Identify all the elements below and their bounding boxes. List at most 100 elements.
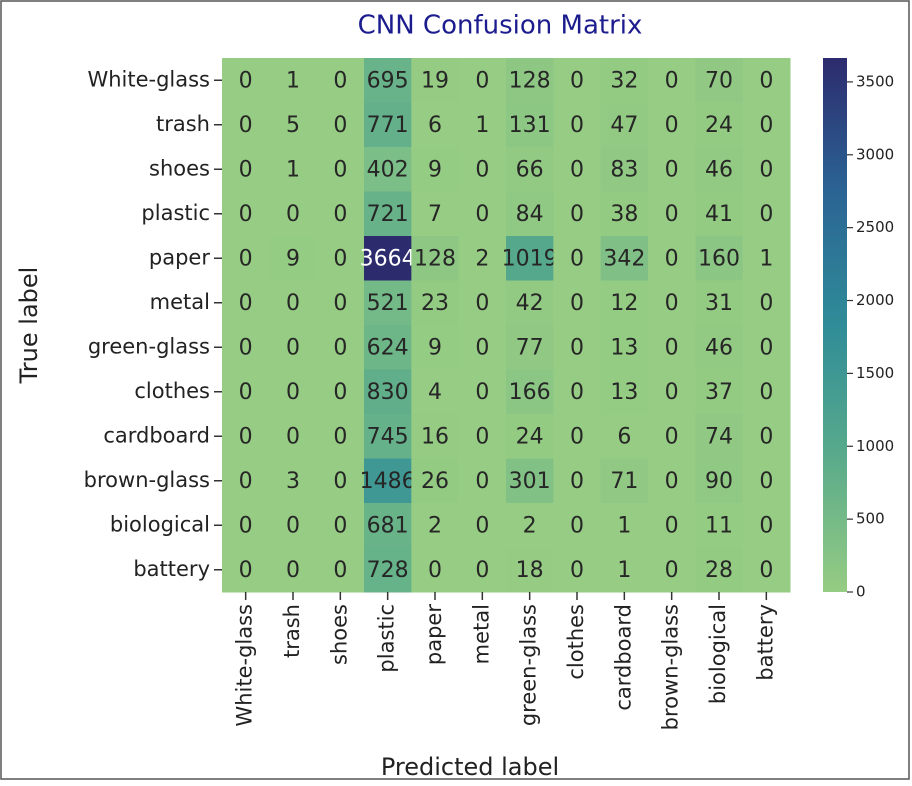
heatmap-cell — [695, 102, 744, 148]
cell-value: 24 — [705, 113, 733, 138]
cell-value: 18 — [516, 558, 544, 583]
cell-value: 2 — [475, 246, 489, 271]
cell-value: 13 — [610, 380, 638, 405]
heatmap-cell — [316, 414, 365, 459]
heatmap-cell — [648, 547, 696, 593]
cell-value: 0 — [475, 291, 489, 316]
y-tick-label: cardboard — [103, 423, 210, 447]
heatmap-cell — [364, 503, 412, 548]
cell-value: 0 — [665, 202, 679, 227]
heatmap-cell — [553, 102, 602, 148]
heatmap-cell — [742, 280, 791, 326]
cell-value: 0 — [333, 335, 347, 360]
heatmap-cell — [600, 369, 649, 415]
cell-value: 0 — [286, 291, 300, 316]
heatmap-cell — [411, 369, 460, 415]
x-tick-label: paper — [422, 604, 446, 665]
cell-value: 24 — [516, 424, 544, 449]
heatmap-cell — [364, 191, 412, 237]
heatmap-cell — [364, 369, 412, 415]
y-tick-label: clothes — [134, 379, 210, 403]
heatmap-cell — [506, 280, 554, 326]
heatmap-cell — [648, 325, 696, 370]
cell-value: 83 — [610, 157, 638, 182]
heatmap-cell — [553, 369, 602, 415]
heatmap-cell — [364, 236, 412, 281]
heatmap-cell — [553, 236, 602, 281]
y-tick-label: battery — [133, 557, 210, 581]
cell-value: 166 — [509, 380, 551, 405]
heatmap-cell — [506, 58, 554, 103]
heatmap-cell — [600, 414, 649, 459]
heatmap-cell — [458, 58, 507, 103]
heatmap-cell — [222, 236, 270, 281]
cell-value: 90 — [705, 469, 733, 494]
heatmap-cell — [411, 236, 460, 281]
x-tick-label: shoes — [327, 604, 351, 665]
cell-value: 0 — [239, 558, 253, 583]
cell-value: 84 — [516, 202, 544, 227]
heatmap-cell — [269, 414, 318, 459]
heatmap-cell — [222, 280, 270, 326]
heatmap-cell — [316, 102, 365, 148]
cell-value: 46 — [705, 335, 733, 360]
cell-value: 5 — [286, 113, 300, 138]
heatmap-cell — [316, 191, 365, 237]
heatmap-cell — [742, 458, 791, 504]
heatmap-cell — [600, 191, 649, 237]
cell-value: 0 — [570, 246, 584, 271]
cell-value: 0 — [239, 246, 253, 271]
heatmap-cell — [648, 280, 696, 326]
cell-value: 0 — [239, 513, 253, 538]
heatmap-cell — [222, 547, 270, 593]
cell-value: 0 — [239, 335, 253, 360]
x-tick-label: trash — [280, 604, 304, 658]
colorbar-tick-label: 2500 — [856, 218, 894, 236]
cell-value: 0 — [239, 68, 253, 93]
heatmap-cell — [269, 458, 318, 504]
heatmap-cell — [600, 102, 649, 148]
colorbar-tick-label: 1000 — [856, 437, 894, 455]
cell-value: 3664 — [360, 246, 416, 271]
y-tick-label: plastic — [141, 201, 210, 225]
cell-value: 70 — [705, 68, 733, 93]
heatmap-cell — [506, 547, 554, 593]
cell-value: 830 — [367, 380, 409, 405]
cell-value: 9 — [428, 335, 442, 360]
heatmap-cell — [222, 414, 270, 459]
cell-value: 0 — [665, 113, 679, 138]
cell-value: 66 — [516, 157, 544, 182]
cell-value: 1 — [286, 68, 300, 93]
heatmap-cell — [364, 147, 412, 192]
cell-value: 42 — [516, 291, 544, 316]
cell-value: 0 — [759, 424, 773, 449]
heatmap-cell — [553, 58, 602, 103]
heatmap-cell — [600, 147, 649, 192]
heatmap-cell — [648, 191, 696, 237]
heatmap-cell — [222, 102, 270, 148]
y-tick-label: metal — [150, 290, 210, 314]
heatmap-cell — [648, 147, 696, 192]
heatmap-cell — [222, 147, 270, 192]
heatmap-cell — [648, 458, 696, 504]
cell-value: 77 — [516, 335, 544, 360]
heatmap-cell — [269, 503, 318, 548]
heatmap-cell — [695, 458, 744, 504]
heatmap-cell — [553, 280, 602, 326]
heatmap-cell — [553, 191, 602, 237]
cell-value: 0 — [333, 380, 347, 405]
y-tick-label: green-glass — [88, 334, 210, 358]
cell-value: 0 — [570, 424, 584, 449]
heatmap-cell — [222, 503, 270, 548]
cell-value: 0 — [239, 113, 253, 138]
heatmap-cell — [458, 414, 507, 459]
heatmap-cell — [316, 503, 365, 548]
heatmap-cell — [553, 458, 602, 504]
heatmap-cell — [506, 191, 554, 237]
heatmap-cell — [458, 236, 507, 281]
heatmap-cell — [553, 325, 602, 370]
cell-value: 0 — [759, 157, 773, 182]
cell-value: 1486 — [360, 469, 416, 494]
colorbar-tick-label: 3000 — [856, 145, 894, 163]
